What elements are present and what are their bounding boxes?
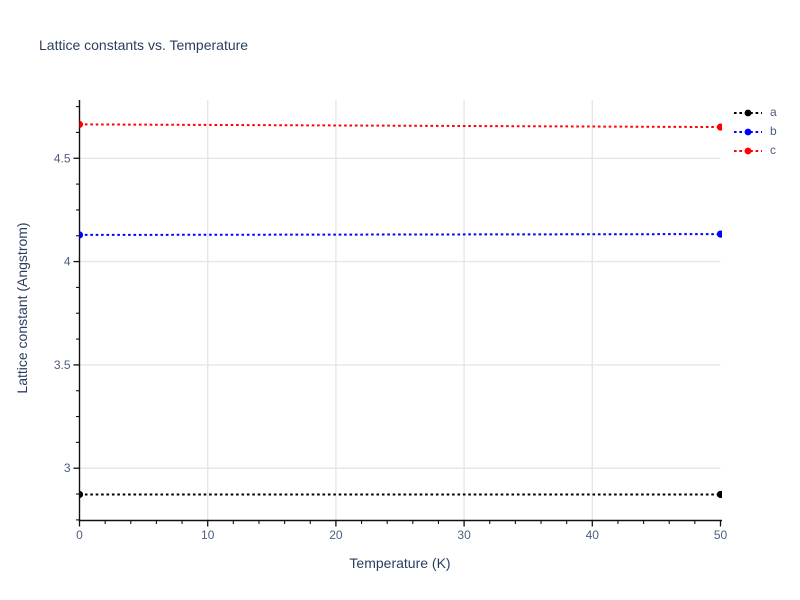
series-group — [79, 120, 722, 499]
series-marker-c — [79, 120, 84, 128]
legend-line-sample-b — [734, 128, 762, 135]
legend-line-sample-c — [734, 147, 762, 154]
x-tick-label: 10 — [201, 528, 215, 542]
series-line-c — [79, 123, 721, 129]
legend-sample-marker — [744, 109, 752, 116]
series-line-b — [79, 233, 721, 236]
series-marker-c — [716, 123, 722, 131]
y-tick-label: 3 — [64, 461, 71, 475]
x-tick-label: 20 — [329, 528, 343, 542]
series-marker-a — [716, 490, 722, 499]
legend-sample-marker — [744, 128, 752, 135]
legend-label-a: a — [770, 105, 777, 119]
series-marker-a — [79, 490, 84, 499]
legend-label-b: b — [770, 124, 777, 138]
legend-line-sample-a — [734, 109, 762, 116]
series-marker-b — [716, 230, 722, 238]
x-tick-label: 40 — [586, 528, 600, 542]
legend-item-b[interactable]: b — [733, 122, 777, 141]
y-tick-label: 4 — [64, 255, 71, 269]
chart-title: Lattice constants vs. Temperature — [39, 37, 249, 53]
legend-sample-marker — [744, 147, 752, 154]
x-tick-label: 50 — [714, 528, 728, 542]
x-tick-label: 30 — [457, 528, 471, 542]
y-tick-label: 4.5 — [54, 151, 71, 165]
x-tick-label: 0 — [76, 528, 83, 542]
x-axis-label: Temperature (K) — [349, 555, 451, 571]
y-tick-label: 3.5 — [54, 358, 71, 372]
series-marker-b — [79, 231, 84, 239]
legend-label-c: c — [770, 143, 776, 157]
legend-item-a[interactable]: a — [733, 103, 777, 122]
legend-item-c[interactable]: c — [733, 141, 777, 160]
